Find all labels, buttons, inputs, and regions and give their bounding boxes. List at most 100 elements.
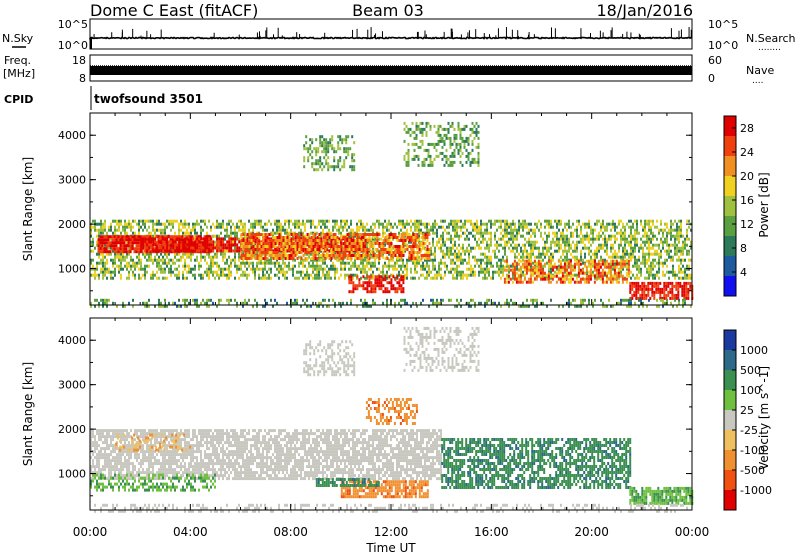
heatmap-cell: [250, 236, 253, 239]
heatmap-cell: [660, 261, 662, 265]
heatmap-cell: [640, 243, 642, 247]
heatmap-cell: [682, 240, 684, 244]
heatmap-cell: [108, 228, 110, 232]
heatmap-cell: [332, 267, 334, 271]
heatmap-cell: [666, 258, 668, 262]
heatmap-cell: [268, 251, 271, 254]
heatmap-cell: [312, 251, 315, 254]
heatmap-cell: [150, 273, 152, 277]
heatmap-cell: [102, 255, 104, 259]
heatmap-cell: [410, 270, 412, 274]
heatmap-cell: [309, 153, 312, 157]
heatmap-cell: [320, 264, 322, 268]
heatmap-cell: [178, 276, 180, 280]
heatmap-cell: [274, 251, 277, 254]
heatmap-cell: [518, 228, 520, 232]
heatmap-cell: [612, 255, 614, 259]
heatmap-cell: [336, 267, 338, 271]
heatmap-cell: [630, 225, 632, 229]
heatmap-cell: [405, 130, 408, 134]
heatmap-cell: [100, 258, 102, 262]
heatmap-cell: [574, 255, 576, 259]
heatmap-cell: [468, 255, 470, 259]
heatmap-cell: [413, 136, 416, 140]
heatmap-cell: [638, 231, 640, 235]
heatmap-cell: [392, 264, 394, 268]
heatmap-cell: [362, 261, 364, 265]
heatmap-cell: [564, 270, 566, 274]
heatmap-cell: [248, 254, 251, 257]
heatmap-cell: [652, 261, 654, 265]
heatmap-cell: [410, 245, 413, 248]
heatmap-cell: [226, 231, 228, 235]
heatmap-cell: [426, 258, 428, 262]
heatmap-cell: [324, 276, 326, 280]
heatmap-cell: [662, 231, 664, 235]
heatmap-cell: [190, 246, 193, 250]
heatmap-cell: [292, 222, 294, 226]
heatmap-cell: [378, 251, 381, 254]
heatmap-cell: [317, 147, 320, 151]
heatmap-cell: [390, 257, 393, 260]
heatmap-cell: [504, 222, 506, 226]
heatmap-cell: [305, 141, 308, 145]
heatmap-cell: [632, 273, 634, 277]
heatmap-cell: [302, 264, 304, 268]
heatmap-cell: [210, 225, 212, 229]
heatmap-cell: [262, 257, 265, 260]
heatmap-cell: [588, 222, 590, 226]
heatmap-cell: [362, 245, 365, 248]
heatmap-cell: [600, 246, 602, 250]
heatmap-cell: [208, 219, 210, 223]
heatmap-cell: [268, 245, 271, 248]
heatmap-cell: [346, 219, 348, 223]
heatmap-cell: [458, 252, 460, 256]
heatmap-cell: [562, 240, 564, 244]
heatmap-cell: [234, 228, 236, 232]
heatmap-cell: [664, 228, 666, 232]
heatmap-cell: [408, 222, 410, 226]
heatmap-cell: [524, 237, 526, 241]
heatmap-cell: [147, 235, 150, 239]
heatmap-cell: [138, 267, 140, 271]
heatmap-cell: [236, 270, 238, 274]
heatmap-cell: [646, 276, 648, 280]
heatmap-cell: [204, 246, 207, 250]
heatmap-cell: [542, 246, 544, 250]
heatmap-cell: [400, 264, 402, 268]
heatmap-cell: [182, 246, 185, 250]
heatmap-cell: [422, 242, 425, 245]
heatmap-cell: [260, 240, 263, 244]
heatmap-cell: [182, 231, 184, 235]
heatmap-cell: [504, 231, 506, 235]
heatmap-cell: [360, 242, 363, 245]
heatmap-cell: [168, 270, 170, 274]
heatmap-cell: [262, 252, 264, 256]
heatmap-cell: [684, 267, 686, 271]
heatmap-cell: [254, 233, 257, 236]
freq-panel: Freq. [MHz] 18 8 60 0 Nave ....: [3, 54, 774, 86]
heatmap-cell: [276, 222, 278, 226]
heatmap-cell: [131, 238, 134, 242]
heatmap-cell: [456, 219, 458, 223]
heatmap-cell: [144, 255, 146, 259]
heatmap-cell: [334, 245, 337, 248]
heatmap-cell: [152, 270, 154, 274]
heatmap-cell: [678, 237, 680, 241]
heatmap-cell: [238, 219, 240, 223]
nsky-trace: [89, 27, 693, 49]
heatmap-cell: [272, 228, 274, 232]
heatmap-cell: [432, 258, 434, 262]
heatmap-cell: [508, 267, 510, 271]
heatmap-cell: [311, 162, 314, 166]
heatmap-cell: [325, 138, 328, 142]
heatmap-cell: [610, 237, 612, 241]
heatmap-cell: [144, 270, 146, 274]
heatmap-cell: [288, 222, 290, 226]
heatmap-cell: [656, 270, 658, 274]
heatmap-cell: [178, 231, 180, 235]
heatmap-cell: [632, 264, 634, 268]
heatmap-cell: [400, 239, 403, 242]
heatmap-cell: [618, 219, 620, 223]
heatmap-cell: [550, 222, 552, 226]
